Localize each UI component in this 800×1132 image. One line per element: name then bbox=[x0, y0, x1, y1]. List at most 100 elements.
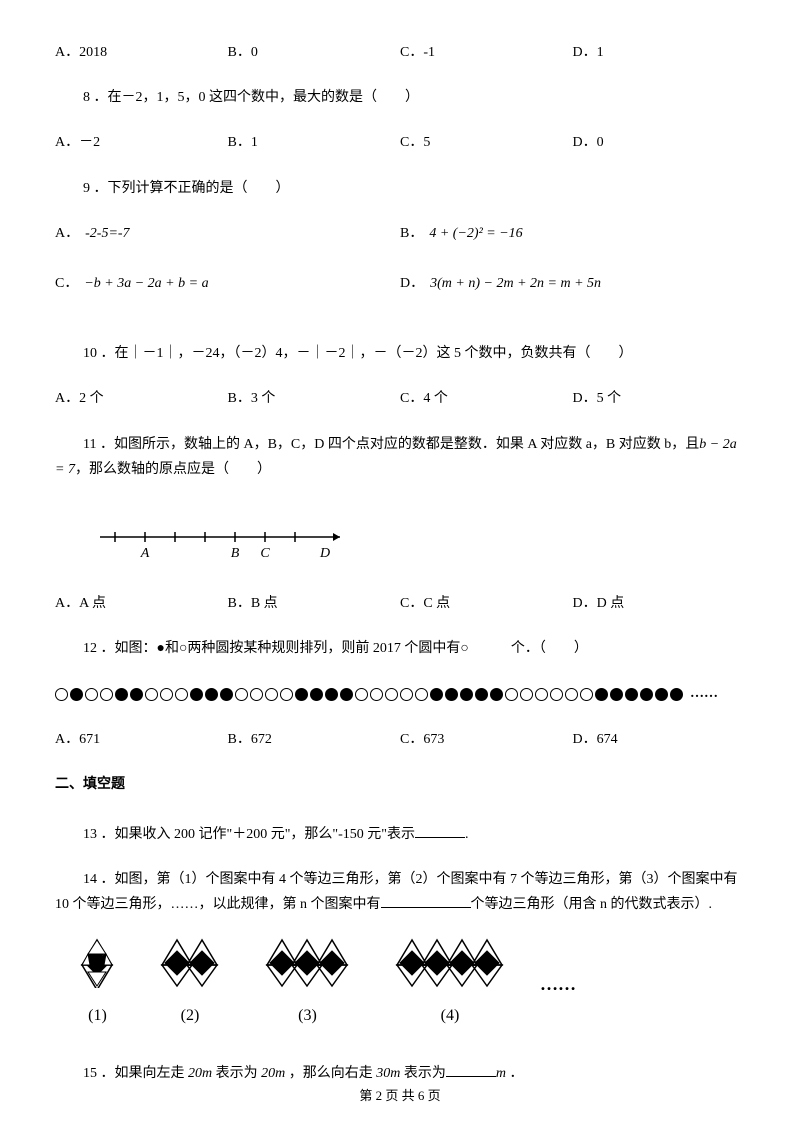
pattern-circle bbox=[100, 688, 113, 701]
q12-opt-c: C．673 bbox=[400, 727, 573, 752]
nl-label-c: C bbox=[260, 546, 270, 561]
q7-opt-a: A．2018 bbox=[55, 40, 228, 65]
q10-opt-d: D．5 个 bbox=[573, 386, 746, 411]
q15-p1: 15 ．如果向左走 bbox=[83, 1066, 185, 1081]
number-line-diagram: A B C D bbox=[95, 517, 355, 567]
q9-opt-c-formula: −b + 3a − 2a + b = a bbox=[84, 271, 208, 296]
q15-p4: 表示为 bbox=[404, 1066, 446, 1081]
q9-opt-c-label: C． bbox=[55, 271, 78, 296]
tri-item-4: (4) bbox=[385, 938, 515, 1031]
pattern-circle bbox=[355, 688, 368, 701]
pattern-circle bbox=[460, 688, 473, 701]
q13-text: 13 ．如果收入 200 记作"＋200 元"，那么"-150 元"表示. bbox=[55, 822, 745, 847]
q12-opt-a: A．671 bbox=[55, 727, 228, 752]
q11-options: A．A 点 B．B 点 C．C 点 D．D 点 bbox=[55, 591, 745, 616]
pattern-circle bbox=[520, 688, 533, 701]
nl-label-d: D bbox=[319, 546, 330, 561]
q13-blank bbox=[415, 824, 465, 838]
tri-label-1: (1) bbox=[70, 1002, 125, 1031]
pattern-circle bbox=[145, 688, 158, 701]
circles-pattern: …… bbox=[55, 681, 745, 706]
tri-label-3: (3) bbox=[255, 1002, 360, 1031]
pattern-circle bbox=[490, 688, 503, 701]
pattern-circle bbox=[250, 688, 263, 701]
pattern-circle bbox=[505, 688, 518, 701]
tri-item-1: (1) bbox=[70, 938, 125, 1031]
q12-opt-d: D．674 bbox=[573, 727, 746, 752]
section-2-title: 二、填空题 bbox=[55, 772, 745, 797]
q9-opt-d-label: D． bbox=[400, 271, 424, 296]
tri-item-3: (3) bbox=[255, 938, 360, 1031]
q14-text: 14 ．如图，第（1）个图案中有 4 个等边三角形，第（2）个图案中有 7 个等… bbox=[55, 867, 745, 917]
q14-text-part2: 个等边三角形（用含 n 的代数式表示）. bbox=[471, 897, 713, 912]
pattern-circle bbox=[160, 688, 173, 701]
q11-opt-b: B．B 点 bbox=[228, 591, 401, 616]
triangle-pattern-4-icon bbox=[385, 938, 515, 988]
pattern-circle bbox=[670, 688, 683, 701]
pattern-circle bbox=[175, 688, 188, 701]
q12-opt-b: B．672 bbox=[228, 727, 401, 752]
q9-opt-c: C． −b + 3a − 2a + b = a bbox=[55, 271, 400, 296]
tri-item-2: (2) bbox=[150, 938, 230, 1031]
pattern-circle bbox=[205, 688, 218, 701]
pattern-circle bbox=[280, 688, 293, 701]
pattern-circle bbox=[85, 688, 98, 701]
q7-opt-b: B．0 bbox=[228, 40, 401, 65]
q8-options: A．－2 B．1 C．5 D．0 bbox=[55, 130, 745, 155]
pattern-circle bbox=[70, 688, 83, 701]
pattern-circle bbox=[655, 688, 668, 701]
q15-unit: m bbox=[496, 1066, 506, 1081]
q15-v1: 20m bbox=[188, 1066, 212, 1081]
pattern-circle bbox=[640, 688, 653, 701]
q9-opt-a-label: A． bbox=[55, 221, 79, 246]
q11-opt-d: D．D 点 bbox=[573, 591, 746, 616]
pattern-circle bbox=[130, 688, 143, 701]
triangle-pattern-2-icon bbox=[150, 938, 230, 988]
q9-opt-b: B． 4 + (−2)² = −16 bbox=[400, 221, 745, 246]
pattern-circle bbox=[235, 688, 248, 701]
pattern-circle bbox=[550, 688, 563, 701]
pattern-circle bbox=[400, 688, 413, 701]
q12-text: 12 ．如图：●和○两种圆按某种规则排列，则前 2017 个圆中有○ 个．（ ） bbox=[55, 636, 745, 661]
pattern-circle bbox=[295, 688, 308, 701]
pattern-circle bbox=[370, 688, 383, 701]
pattern-circle bbox=[625, 688, 638, 701]
q9-options: A． -2-5=-7 C． −b + 3a − 2a + b = a B． 4 … bbox=[55, 221, 745, 321]
triangles-row: (1) (2) (3) bbox=[70, 938, 745, 1031]
triangle-pattern-3-icon bbox=[255, 938, 360, 988]
pattern-circle bbox=[190, 688, 203, 701]
q9-opt-b-label: B． bbox=[400, 221, 423, 246]
pattern-circle bbox=[265, 688, 278, 701]
pattern-circle bbox=[580, 688, 593, 701]
q8-opt-c: C．5 bbox=[400, 130, 573, 155]
pattern-circle bbox=[115, 688, 128, 701]
q9-opt-a: A． -2-5=-7 bbox=[55, 221, 400, 246]
q10-opt-c: C．4 个 bbox=[400, 386, 573, 411]
nl-label-b: B bbox=[231, 546, 240, 561]
pattern-circle bbox=[310, 688, 323, 701]
q7-opt-d: D．1 bbox=[573, 40, 746, 65]
q8-opt-d: D．0 bbox=[573, 130, 746, 155]
q9-opt-b-formula: 4 + (−2)² = −16 bbox=[429, 221, 522, 246]
q8-opt-b: B．1 bbox=[228, 130, 401, 155]
tri-label-2: (2) bbox=[150, 1002, 230, 1031]
pattern-circle bbox=[55, 688, 68, 701]
q14-blank bbox=[381, 894, 471, 908]
q11-text-part2: ，那么数轴的原点应是（ ） bbox=[75, 462, 271, 477]
pattern-circle bbox=[415, 688, 428, 701]
pattern-circle bbox=[565, 688, 578, 701]
q10-text: 10 ．在｜－1｜，－24，（－2）4，－｜－2｜，－（－2）这 5 个数中，负… bbox=[55, 341, 745, 366]
q11-opt-a: A．A 点 bbox=[55, 591, 228, 616]
q7-opt-c: C．-1 bbox=[400, 40, 573, 65]
tri-label-4: (4) bbox=[385, 1002, 515, 1031]
pattern-circle bbox=[220, 688, 233, 701]
pattern-circle bbox=[445, 688, 458, 701]
q11-text: 11 ．如图所示，数轴上的 A，B，C，D 四个点对应的数都是整数．如果 A 对… bbox=[55, 432, 745, 482]
q10-options: A．2 个 B．3 个 C．4 个 D．5 个 bbox=[55, 386, 745, 411]
pattern-circle bbox=[430, 688, 443, 701]
q12-options: A．671 B．672 C．673 D．674 bbox=[55, 727, 745, 752]
triangle-pattern-1-icon bbox=[70, 938, 125, 988]
page-footer: 第 2 页 共 6 页 bbox=[0, 1084, 800, 1107]
pattern-circle bbox=[610, 688, 623, 701]
pattern-circle bbox=[385, 688, 398, 701]
